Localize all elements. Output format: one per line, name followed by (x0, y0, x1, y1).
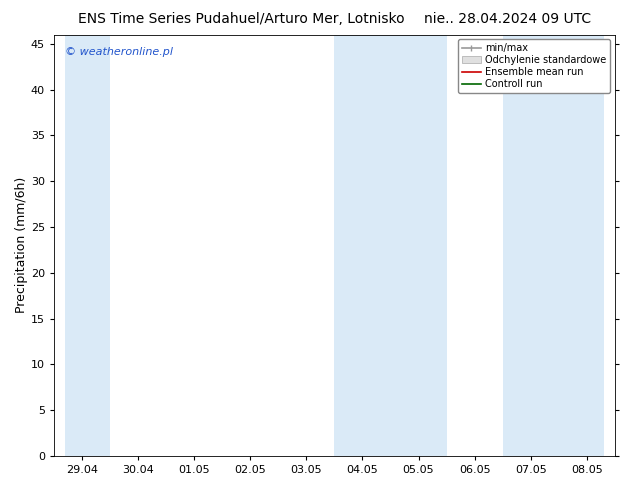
Text: ENS Time Series Pudahuel/Arturo Mer, Lotnisko: ENS Time Series Pudahuel/Arturo Mer, Lot… (77, 12, 404, 26)
Bar (559, 35, 604, 456)
Y-axis label: Precipitation (mm/6h): Precipitation (mm/6h) (15, 177, 28, 314)
Bar (503, 35, 559, 456)
Bar (391, 35, 446, 456)
Legend: min/max, Odchylenie standardowe, Ensemble mean run, Controll run: min/max, Odchylenie standardowe, Ensembl… (458, 40, 610, 93)
Text: © weatheronline.pl: © weatheronline.pl (65, 47, 173, 57)
Text: nie.. 28.04.2024 09 UTC: nie.. 28.04.2024 09 UTC (424, 12, 591, 26)
Bar (334, 35, 391, 456)
Bar (65, 35, 110, 456)
